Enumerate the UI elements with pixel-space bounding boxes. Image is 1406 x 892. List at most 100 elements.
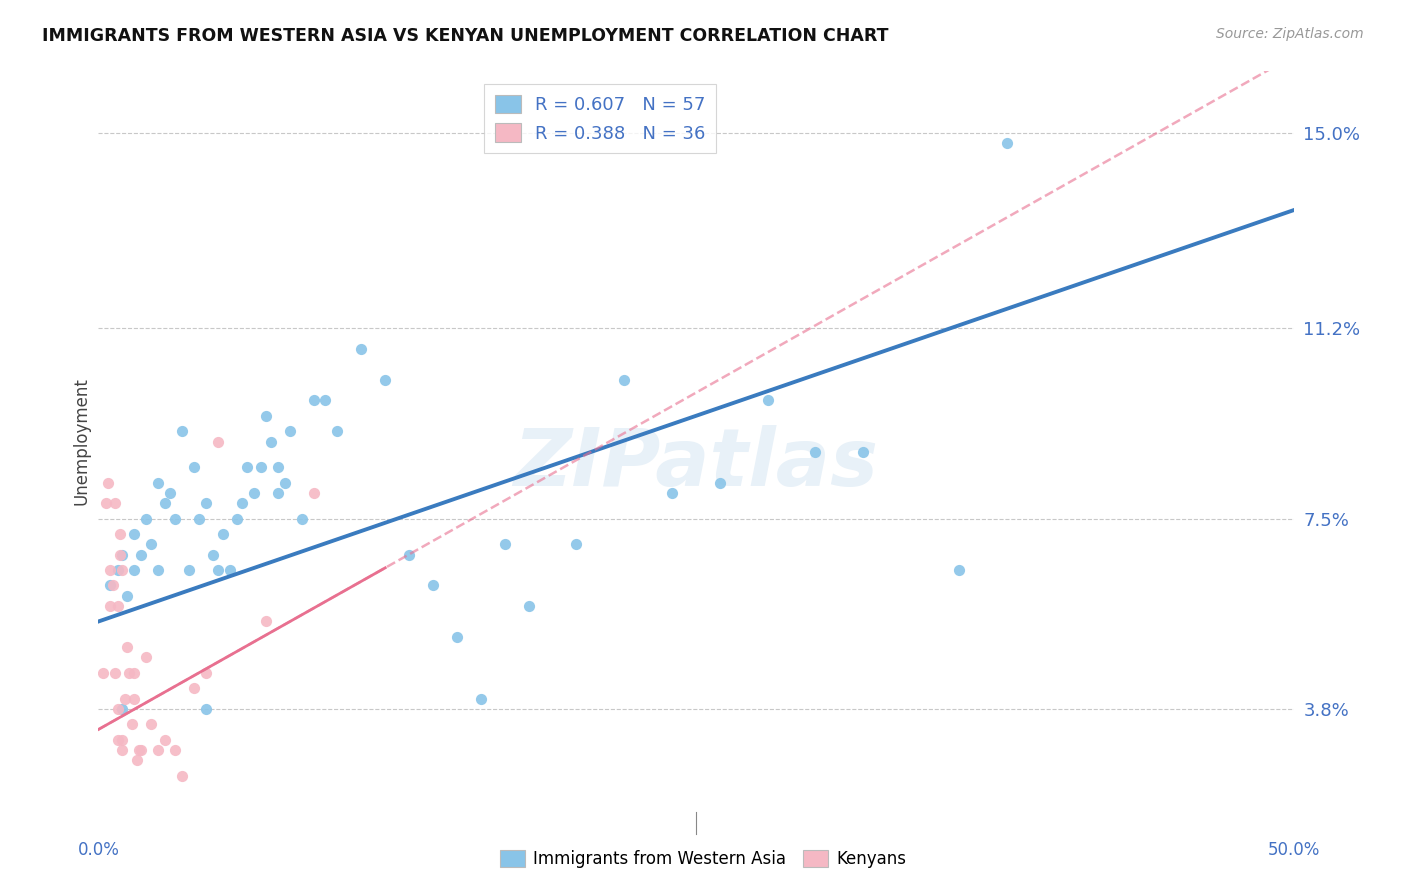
Point <box>107 599 129 613</box>
Point <box>274 475 297 490</box>
Point <box>195 496 218 510</box>
Point <box>115 589 138 603</box>
Point <box>183 460 205 475</box>
Point <box>118 665 141 680</box>
Point <box>207 434 229 449</box>
Point <box>187 511 209 525</box>
Point <box>804 445 827 459</box>
Point <box>139 717 162 731</box>
Point <box>267 486 290 500</box>
Point <box>207 563 229 577</box>
Point <box>254 409 277 423</box>
Text: IMMIGRANTS FROM WESTERN ASIA VS KENYAN UNEMPLOYMENT CORRELATION CHART: IMMIGRANTS FROM WESTERN ASIA VS KENYAN U… <box>42 27 889 45</box>
Point <box>183 681 205 696</box>
Point <box>111 732 134 747</box>
Legend: R = 0.607   N = 57, R = 0.388   N = 36: R = 0.607 N = 57, R = 0.388 N = 36 <box>485 84 716 153</box>
Point <box>172 769 194 783</box>
Point <box>179 563 201 577</box>
Text: 50.0%: 50.0% <box>1267 841 1320 859</box>
Y-axis label: Unemployment: Unemployment <box>72 377 90 506</box>
Point <box>148 743 170 757</box>
Text: Source: ZipAtlas.com: Source: ZipAtlas.com <box>1216 27 1364 41</box>
Point <box>104 496 127 510</box>
Point <box>243 486 266 500</box>
Point <box>446 630 468 644</box>
Point <box>231 496 253 510</box>
Point <box>852 445 875 459</box>
Point <box>948 563 970 577</box>
Point <box>398 548 420 562</box>
Point <box>315 393 337 408</box>
Point <box>155 496 177 510</box>
Point <box>111 702 134 716</box>
Point <box>124 527 146 541</box>
Point <box>226 511 249 525</box>
Point <box>107 702 129 716</box>
Point <box>254 615 277 629</box>
Text: ZIPatlas: ZIPatlas <box>513 425 879 503</box>
Point <box>291 511 314 525</box>
Point <box>124 691 146 706</box>
Point <box>114 691 136 706</box>
Point <box>104 665 127 680</box>
Text: 0.0%: 0.0% <box>77 841 120 859</box>
Point <box>108 527 131 541</box>
Point <box>565 537 588 551</box>
Point <box>98 563 122 577</box>
Point <box>124 665 146 680</box>
Point <box>135 511 157 525</box>
Point <box>97 475 120 490</box>
Point <box>131 548 153 562</box>
Point <box>350 342 373 356</box>
Point <box>148 563 170 577</box>
Point <box>422 578 444 592</box>
Point <box>267 460 290 475</box>
Point <box>159 486 181 500</box>
Point <box>135 650 157 665</box>
Point <box>111 743 134 757</box>
Point <box>250 460 273 475</box>
Point <box>709 475 731 490</box>
Point <box>517 599 540 613</box>
Point <box>202 548 225 562</box>
Point <box>195 702 218 716</box>
Point <box>995 136 1018 151</box>
Point <box>155 732 177 747</box>
Point <box>235 460 257 475</box>
Point <box>219 563 242 577</box>
Point <box>124 563 146 577</box>
Point <box>148 475 170 490</box>
Point <box>163 511 186 525</box>
Point <box>302 486 325 500</box>
Point <box>172 424 194 438</box>
Point <box>211 527 233 541</box>
Point <box>121 717 143 731</box>
Point <box>756 393 779 408</box>
Point <box>374 373 396 387</box>
Point <box>91 665 114 680</box>
Point <box>494 537 516 551</box>
Point <box>107 732 129 747</box>
Point <box>98 599 122 613</box>
Point <box>661 486 683 500</box>
Point <box>613 373 636 387</box>
Point <box>111 548 134 562</box>
Point <box>131 743 153 757</box>
Point <box>470 691 492 706</box>
Point <box>111 563 134 577</box>
Point <box>259 434 281 449</box>
Point <box>125 753 148 767</box>
Point <box>302 393 325 408</box>
Point <box>163 743 186 757</box>
Legend: Immigrants from Western Asia, Kenyans: Immigrants from Western Asia, Kenyans <box>494 843 912 875</box>
Point <box>139 537 162 551</box>
Point <box>115 640 138 655</box>
Point <box>278 424 301 438</box>
Point <box>195 665 218 680</box>
Point <box>94 496 117 510</box>
Point <box>326 424 349 438</box>
Point <box>107 563 129 577</box>
Point <box>108 548 131 562</box>
Point <box>101 578 124 592</box>
Point <box>128 743 150 757</box>
